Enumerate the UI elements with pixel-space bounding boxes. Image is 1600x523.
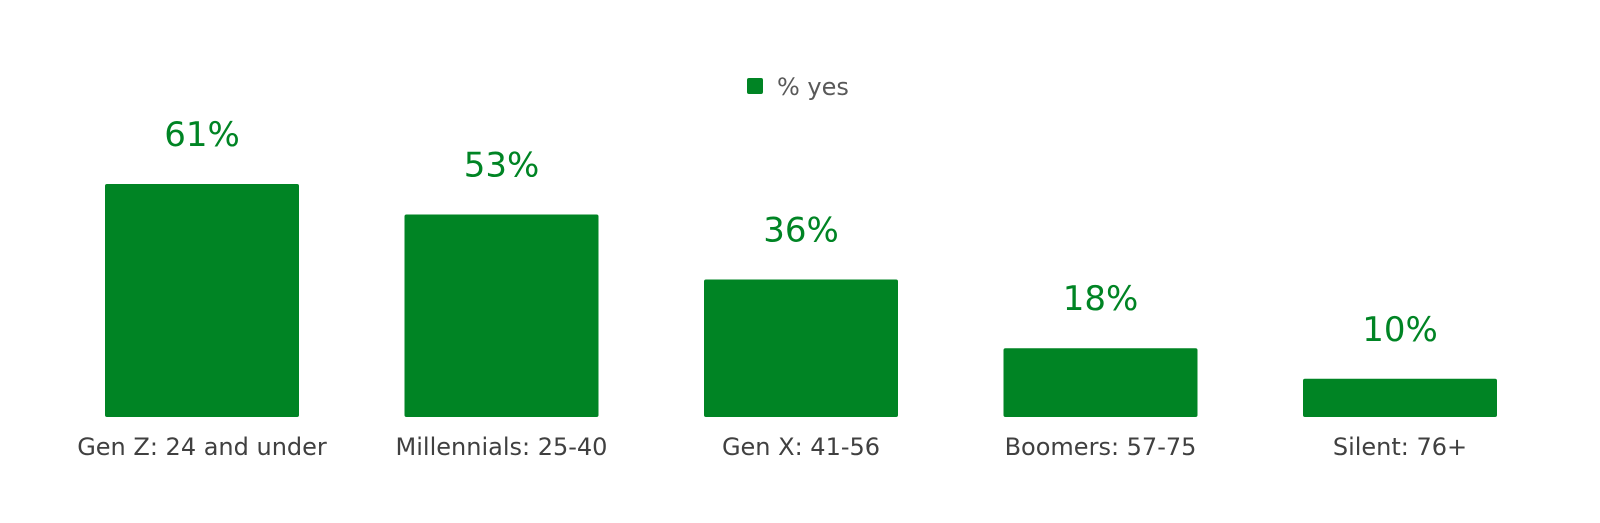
x-tick-label: Gen X: 41-56	[722, 433, 880, 461]
data-label: 61%	[164, 115, 240, 155]
bar	[404, 214, 599, 417]
data-label: 10%	[1362, 310, 1438, 350]
bars	[105, 184, 1497, 417]
x-tick-label: Boomers: 57-75	[1005, 433, 1197, 461]
x-tick-label: Gen Z: 24 and under	[77, 433, 327, 461]
bar	[1003, 348, 1198, 417]
data-label: 36%	[763, 211, 839, 251]
data-label: 18%	[1063, 279, 1139, 319]
legend-swatch	[747, 78, 763, 94]
legend-label: % yes	[777, 73, 849, 101]
legend: % yes	[747, 73, 849, 101]
data-label: 53%	[464, 146, 540, 186]
bar	[704, 279, 898, 417]
bar	[1303, 378, 1497, 417]
x-tick-label: Silent: 76+	[1333, 433, 1467, 461]
x-axis-tick-labels: Gen Z: 24 and under Millennials: 25-40 Gen…	[77, 433, 1467, 461]
bar	[105, 184, 299, 417]
x-tick-label: Millennials: 25-40	[396, 433, 608, 461]
data-labels: 61% 53% 36% 18% 10%	[164, 115, 1438, 350]
